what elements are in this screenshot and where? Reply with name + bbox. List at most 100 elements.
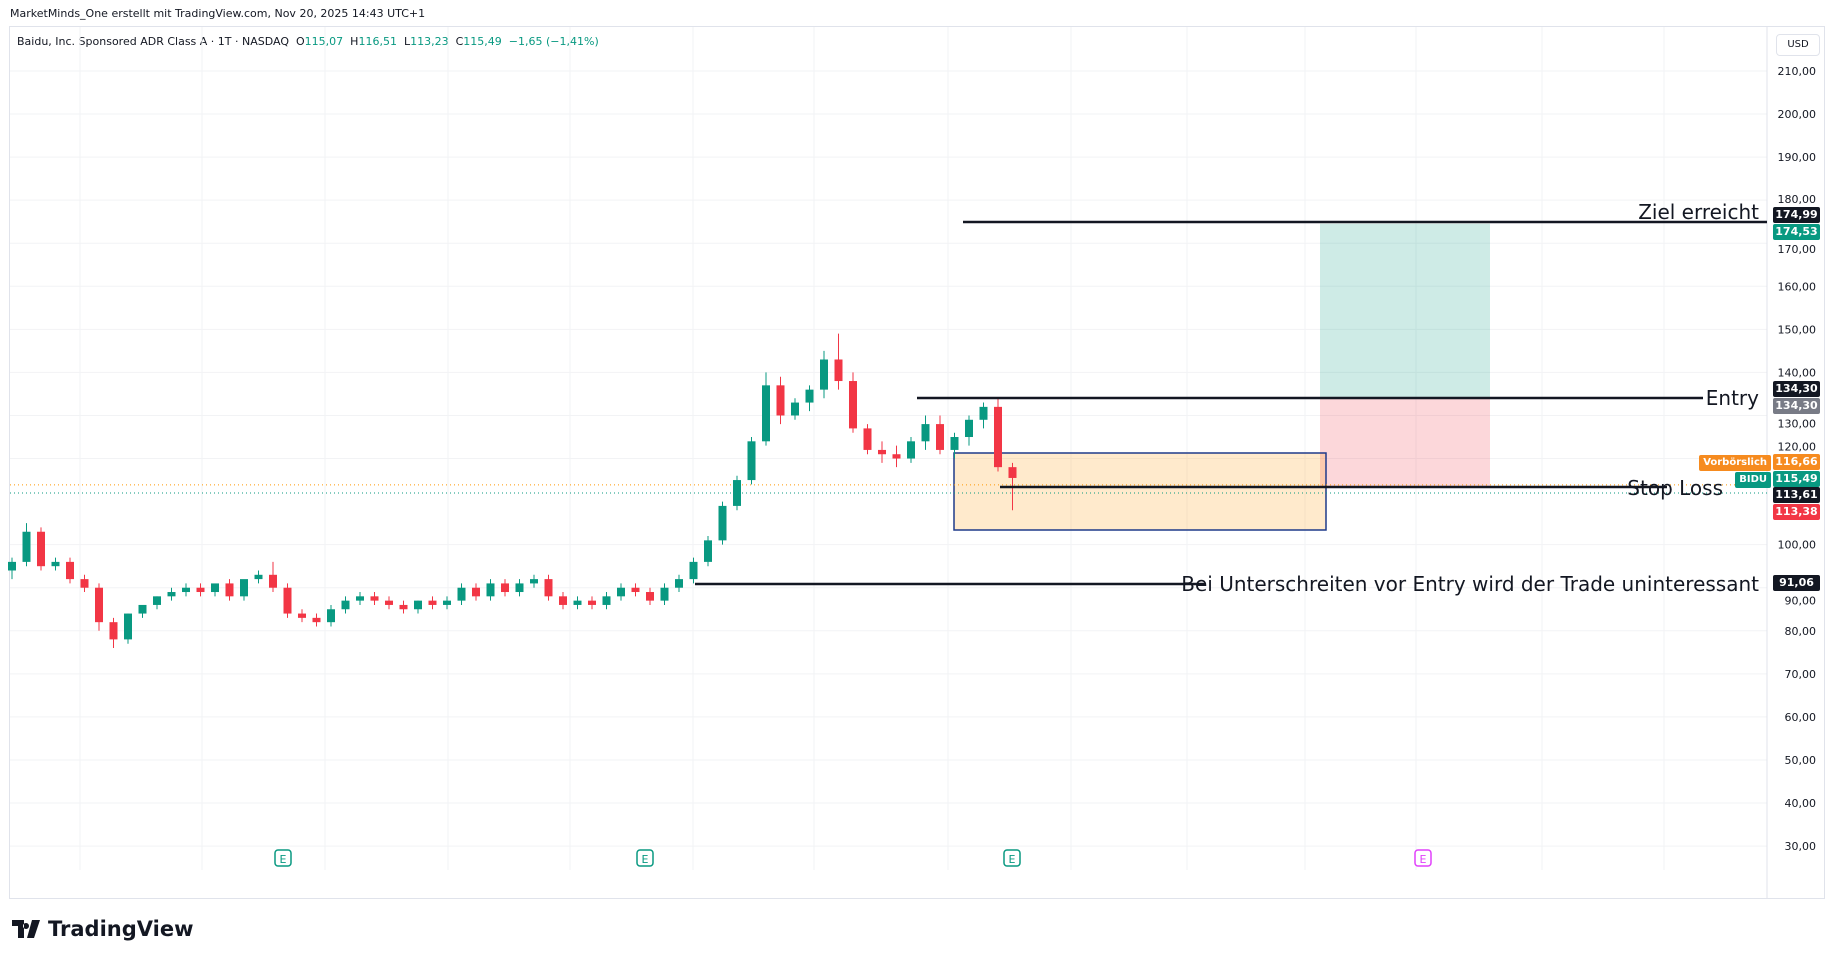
candle-body bbox=[399, 604, 408, 610]
price-label: 134,30 bbox=[1773, 398, 1820, 414]
symbol-tag: BIDU bbox=[1735, 472, 1771, 488]
y-tick-label: 190,00 bbox=[1778, 151, 1817, 164]
low-value: 113,23 bbox=[410, 35, 449, 48]
y-tick-label: 170,00 bbox=[1778, 243, 1817, 256]
candle-body bbox=[834, 359, 843, 382]
candle-body bbox=[341, 600, 350, 610]
candle-body bbox=[414, 600, 422, 610]
candle-body bbox=[66, 561, 74, 580]
candle-body bbox=[269, 574, 277, 588]
chart-frame[interactable] bbox=[9, 26, 1825, 899]
earnings-icon-letter: E bbox=[1420, 853, 1427, 866]
y-tick-label: 70,00 bbox=[1785, 668, 1817, 681]
candle-body bbox=[515, 583, 524, 593]
candle-body bbox=[936, 424, 944, 450]
candle-body bbox=[617, 587, 625, 597]
price-label: 116,66 bbox=[1773, 454, 1820, 470]
demand-zone bbox=[953, 452, 1327, 531]
y-tick-label: 160,00 bbox=[1778, 280, 1817, 293]
chart-credit: MarketMinds_One erstellt mit TradingView… bbox=[10, 7, 426, 20]
stop-loss-label: Stop Loss bbox=[1627, 476, 1723, 500]
high-value: 116,51 bbox=[358, 35, 397, 48]
candle-body bbox=[153, 596, 161, 605]
candle-body bbox=[544, 579, 553, 597]
candle-body bbox=[805, 389, 814, 403]
candle-body bbox=[573, 600, 582, 605]
candle-body bbox=[660, 587, 669, 601]
price-label: 134,30 bbox=[1773, 381, 1820, 397]
earnings-icon bbox=[636, 849, 654, 867]
candle-body bbox=[863, 428, 872, 450]
candle-body bbox=[559, 596, 567, 605]
candle-body bbox=[283, 587, 292, 614]
candle-body bbox=[8, 561, 16, 571]
candle-body bbox=[356, 596, 364, 601]
price-label: 174,99 bbox=[1773, 207, 1820, 223]
y-tick-label: 180,00 bbox=[1778, 193, 1817, 206]
y-tick-label: 200,00 bbox=[1778, 108, 1817, 121]
candle-body bbox=[762, 385, 770, 442]
candle-body bbox=[921, 424, 930, 442]
candle-body bbox=[95, 587, 103, 623]
candle-body bbox=[457, 587, 466, 601]
candle-body bbox=[820, 359, 828, 390]
earnings-icon-letter: E bbox=[642, 853, 649, 866]
price-label: 174,53 bbox=[1773, 224, 1820, 240]
candle-body bbox=[979, 406, 988, 420]
candle-body bbox=[196, 587, 205, 593]
candle-body bbox=[631, 587, 640, 593]
tradingview-logo[interactable]: TradingView bbox=[12, 917, 193, 941]
y-tick-label: 80,00 bbox=[1785, 625, 1817, 638]
y-tick-label: 210,00 bbox=[1778, 65, 1817, 78]
currency-button[interactable]: USD bbox=[1776, 34, 1820, 56]
open-label: O bbox=[296, 35, 305, 48]
symbol-name: Baidu, Inc. Sponsored ADR Class A · 1T ·… bbox=[17, 35, 289, 48]
logo-text: TradingView bbox=[48, 917, 194, 941]
y-tick-label: 50,00 bbox=[1785, 754, 1817, 767]
candle-body bbox=[849, 381, 857, 429]
price-label: 113,38 bbox=[1773, 504, 1820, 520]
candle-body bbox=[689, 561, 698, 580]
loss-zone bbox=[1320, 396, 1490, 487]
candle-body bbox=[472, 587, 480, 597]
change-value: −1,65 (−1,41%) bbox=[508, 35, 599, 48]
y-tick-label: 120,00 bbox=[1778, 441, 1817, 454]
candle-body bbox=[138, 604, 147, 614]
candle-body bbox=[327, 609, 335, 623]
candle-body bbox=[704, 540, 712, 562]
tradingview-logo-icon bbox=[12, 920, 40, 938]
candle-body bbox=[225, 583, 234, 597]
target-label: Ziel erreicht bbox=[1638, 200, 1759, 224]
candle-body bbox=[124, 613, 132, 640]
earnings-icon-letter: E bbox=[1009, 853, 1016, 866]
low-label: L bbox=[403, 35, 411, 48]
candle-body bbox=[776, 385, 785, 416]
candle-body bbox=[385, 600, 393, 605]
y-tick-label: 30,00 bbox=[1785, 840, 1817, 853]
high-label: H bbox=[350, 35, 359, 48]
y-tick-label: 140,00 bbox=[1778, 366, 1817, 379]
candle-body bbox=[965, 419, 973, 438]
candle-body bbox=[370, 596, 379, 601]
y-tick-label: 100,00 bbox=[1778, 539, 1817, 552]
candle-body bbox=[791, 402, 799, 416]
candle-body bbox=[907, 441, 915, 459]
candle-body bbox=[298, 613, 306, 618]
y-tick-label: 90,00 bbox=[1785, 595, 1817, 608]
price-label: 113,61 bbox=[1773, 487, 1820, 503]
candle-body bbox=[486, 583, 495, 597]
candle-body bbox=[167, 592, 176, 597]
candle-body bbox=[733, 480, 741, 506]
close-value: 115,49 bbox=[463, 35, 502, 48]
earnings-icon bbox=[274, 849, 292, 867]
candle-body bbox=[602, 596, 611, 605]
candle-body bbox=[994, 406, 1002, 468]
candle-body bbox=[646, 592, 654, 601]
candle-body bbox=[1008, 467, 1017, 478]
candle-body bbox=[878, 449, 886, 455]
y-tick-label: 130,00 bbox=[1778, 417, 1817, 430]
candle-body bbox=[51, 561, 60, 567]
candle-body bbox=[443, 600, 451, 605]
candle-body bbox=[254, 574, 263, 580]
